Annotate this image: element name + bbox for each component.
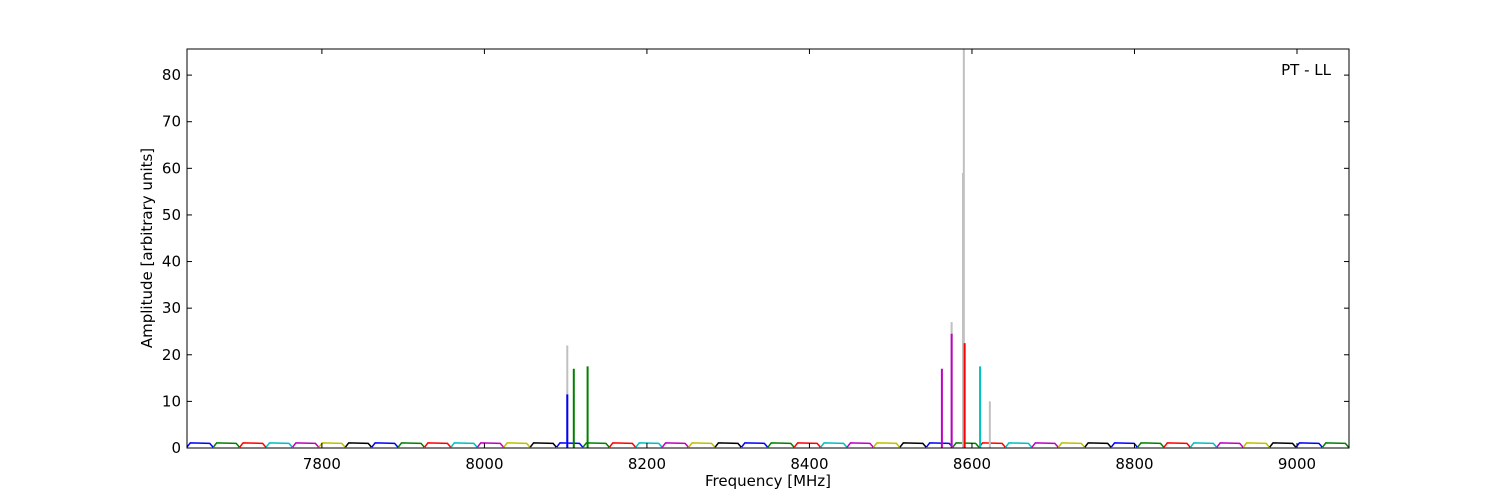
x-tick-label: 9000: [1278, 455, 1316, 473]
x-tick-label: 8200: [628, 455, 666, 473]
x-tick-label: 8800: [1115, 455, 1153, 473]
series-line: [318, 442, 1270, 448]
x-tick-label: 8400: [790, 455, 828, 473]
series-line: [212, 442, 1350, 448]
series-line: [239, 442, 1191, 448]
x-tick-label: 7800: [303, 455, 341, 473]
y-tick-label: 80: [162, 66, 181, 84]
y-tick-label: 70: [162, 113, 181, 131]
y-tick-label: 0: [171, 439, 181, 457]
series-line: [292, 442, 1244, 448]
y-tick-label: 50: [162, 206, 181, 224]
x-axis-label: Frequency [MHz]: [705, 472, 831, 490]
y-tick-label: 40: [162, 253, 181, 271]
annotation: PT - LL: [1281, 61, 1332, 79]
y-tick-label: 20: [162, 346, 181, 364]
x-tick-label: 8600: [953, 455, 991, 473]
x-tick-label: 8000: [465, 455, 503, 473]
series-line: [186, 442, 1323, 448]
y-tick-label: 10: [162, 392, 181, 410]
y-tick-label: 60: [162, 159, 181, 177]
series-line: [344, 442, 1297, 448]
series-line: [265, 442, 1218, 448]
y-tick-label: 30: [162, 299, 181, 317]
plot-frame: [186, 48, 1350, 449]
y-axis-label: Amplitude [arbitrary units]: [138, 148, 156, 348]
